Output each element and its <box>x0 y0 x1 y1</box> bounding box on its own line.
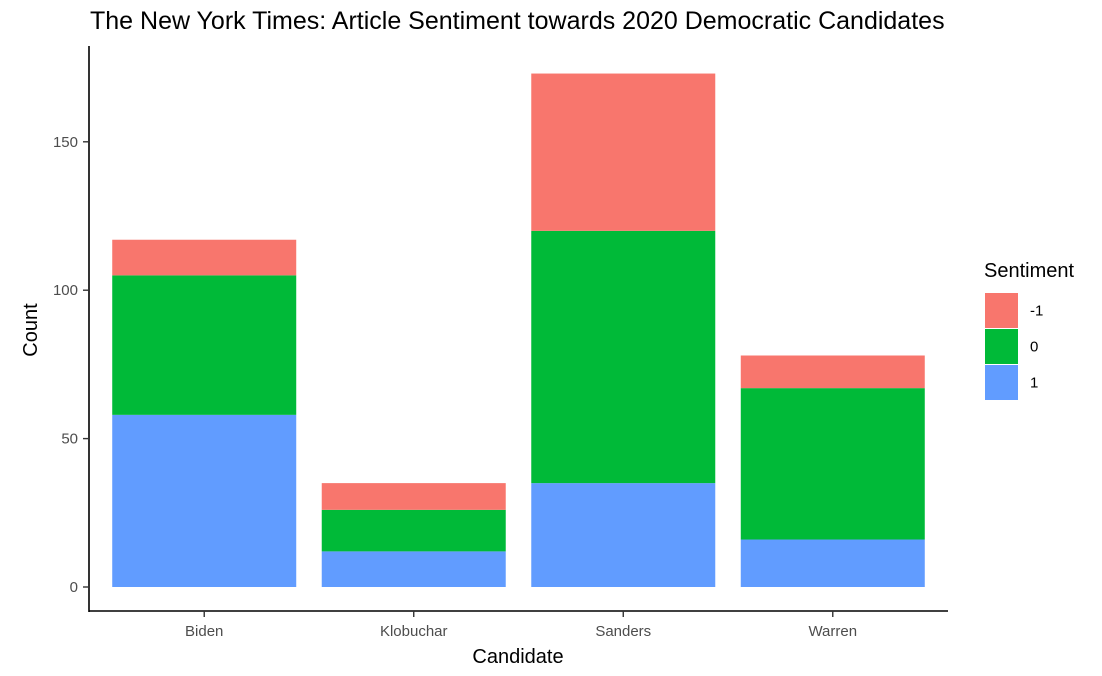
x-axis-ticks: Biden Klobuchar Sanders Warren <box>185 611 857 640</box>
legend-title: Sentiment <box>984 260 1074 282</box>
x-axis-title: Candidate <box>472 646 563 668</box>
bar-warren-sentiment-0 <box>740 388 925 540</box>
y-tick-label: 150 <box>53 134 78 151</box>
legend: Sentiment -1 0 1 <box>984 260 1074 400</box>
x-tick-label: Sanders <box>595 623 651 640</box>
bar-biden-sentiment--1 <box>112 239 297 276</box>
y-axis-ticks: 0 50 100 150 <box>53 134 89 596</box>
legend-label: 0 <box>1030 339 1038 356</box>
bar-klobuchar-sentiment-1 <box>321 551 506 587</box>
legend-key-1 <box>985 365 1018 400</box>
x-tick-label: Warren <box>808 623 857 640</box>
bars-layer <box>112 73 925 587</box>
chart-title: The New York Times: Article Sentiment to… <box>90 7 945 35</box>
y-tick-label: 50 <box>61 431 78 448</box>
bar-sanders-sentiment-0 <box>531 230 716 484</box>
bar-sanders-sentiment--1 <box>531 73 716 231</box>
legend-label: -1 <box>1030 303 1043 320</box>
legend-key-0 <box>985 329 1018 364</box>
bar-sanders-sentiment-1 <box>531 483 716 587</box>
y-tick-label: 0 <box>70 579 78 596</box>
bar-warren-sentiment--1 <box>740 355 925 389</box>
bar-biden-sentiment-0 <box>112 275 297 415</box>
y-tick-label: 100 <box>53 282 78 299</box>
bar-klobuchar-sentiment-0 <box>321 509 506 552</box>
bar-warren-sentiment-1 <box>740 539 925 587</box>
bar-klobuchar-sentiment--1 <box>321 483 506 510</box>
legend-key--1 <box>985 293 1018 328</box>
x-tick-label: Klobuchar <box>380 623 448 640</box>
legend-label: 1 <box>1030 375 1038 392</box>
x-tick-label: Biden <box>185 623 223 640</box>
y-axis-title: Count <box>20 303 42 357</box>
bar-biden-sentiment-1 <box>112 414 297 587</box>
